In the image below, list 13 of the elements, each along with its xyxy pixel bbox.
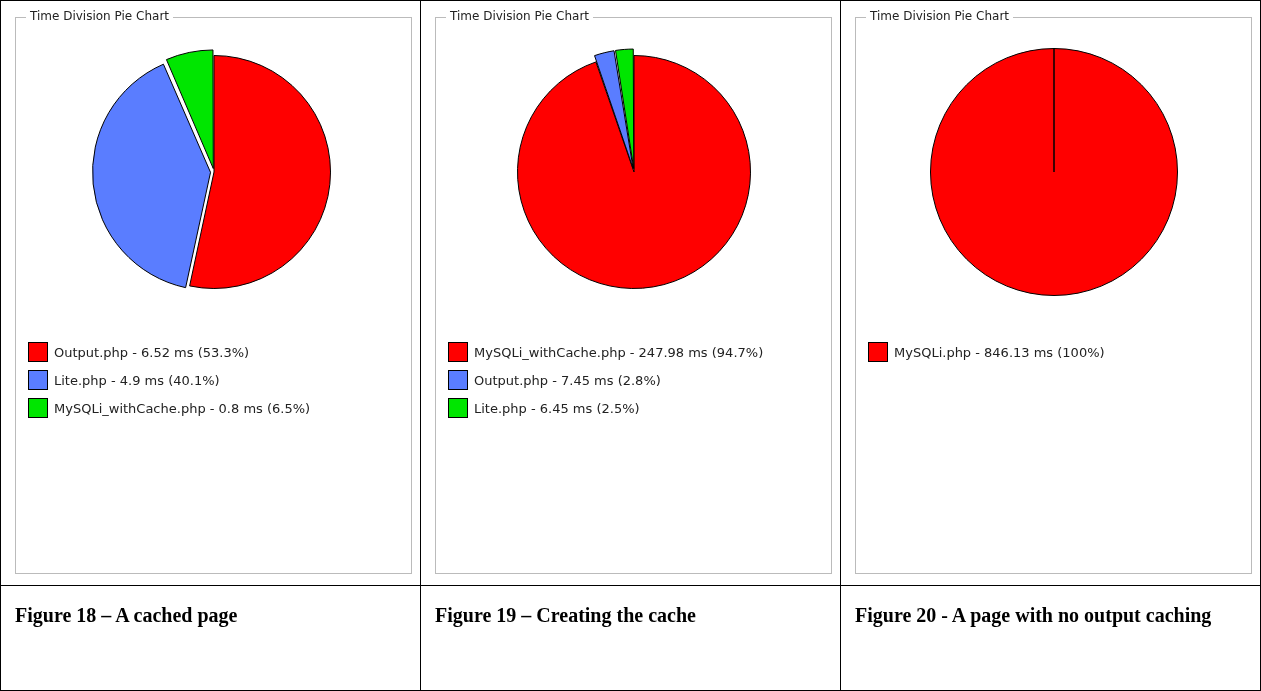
legend-label: Output.php - 7.45 ms (2.8%) [474, 372, 661, 388]
legend-label: MySQLi_withCache.php - 247.98 ms (94.7%) [474, 344, 764, 360]
legend-label: MySQLi_withCache.php - 0.8 ms (6.5%) [54, 400, 311, 416]
chart-title: Time Division Pie Chart [866, 9, 1014, 23]
legend-label: Lite.php - 4.9 ms (40.1%) [54, 372, 220, 388]
caption: Figure 20 - A page with no output caching [841, 585, 1260, 690]
chart-title: Time Division Pie Chart [26, 9, 174, 23]
chart-title: Time Division Pie Chart [446, 9, 594, 23]
legend-label: Lite.php - 6.45 ms (2.5%) [474, 400, 640, 416]
caption: Figure 18 – A cached page [1, 585, 420, 690]
legend-label: Output.php - 6.52 ms (53.3%) [54, 344, 250, 360]
legend-label: MySQLi.php - 846.13 ms (100%) [894, 344, 1105, 360]
caption: Figure 19 – Creating the cache [421, 585, 840, 690]
